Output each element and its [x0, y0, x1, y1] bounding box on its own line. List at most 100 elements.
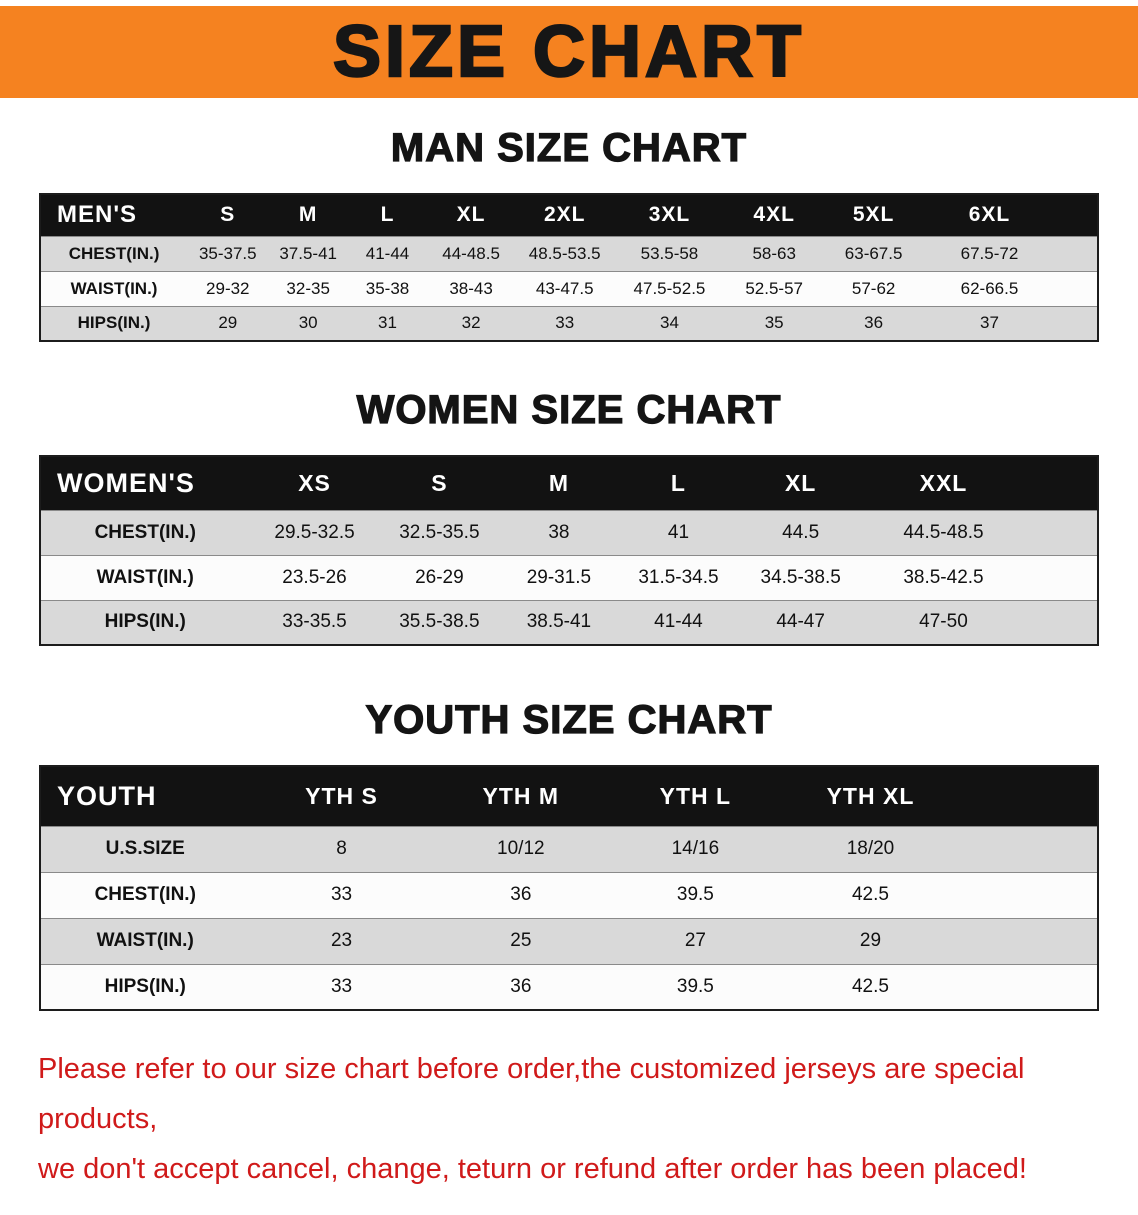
size-column-header: M [499, 456, 619, 510]
measurement-row: HIPS(IN.) 33 36 39.5 42.5 [40, 964, 1098, 1010]
size-value-cell: 41-44 [654, 611, 703, 633]
size-column-header: 2XL [515, 194, 615, 236]
size-value-cell: 29 [218, 313, 238, 333]
size-value-cell: 35.5-38.5 [399, 611, 480, 633]
size-column-header: L [618, 456, 739, 510]
size-value-cell: 47.5-52.5 [633, 278, 706, 298]
size-value-cell: 41 [667, 521, 690, 543]
filler-cell [1024, 555, 1098, 600]
size-value-cell: 32-35 [286, 278, 330, 298]
size-value-cell: 29.5-32.5 [274, 521, 355, 543]
size-value-cell: 42.5 [851, 884, 889, 905]
size-value-cell: 29-32 [206, 278, 250, 298]
size-column-header: YTH M [433, 766, 609, 826]
size-column-header: S [379, 456, 500, 510]
measurement-row: WAIST(IN.) 23.5-26 26-29 29-31.5 31.5-34.5 34… [40, 555, 1098, 600]
size-column-header: XL [427, 194, 515, 236]
size-value-cell: 39.5 [676, 884, 714, 905]
size-value-cell: 48.5-53.5 [528, 243, 601, 263]
women-section-heading: WOMEN SIZE CHART [356, 387, 782, 432]
size-value-cell: 32 [461, 313, 481, 333]
size-value-cell: 52.5-57 [745, 278, 804, 298]
size-column-header: 5XL [823, 194, 924, 236]
size-value-cell: 26-29 [415, 566, 464, 588]
size-value-cell: 33 [555, 313, 575, 333]
size-value-cell: 42.5 [851, 975, 889, 997]
size-column-header: M [268, 194, 348, 236]
men-size-section: MAN SIZE CHART MEN'S S M L XL 2XL 3XL 4XL 5XL 6XL… [0, 125, 1138, 342]
row-label: CHEST(IN.) [94, 884, 196, 905]
size-value-cell: 25 [510, 930, 532, 951]
size-value-cell: 30 [298, 313, 318, 333]
women-size-table: WOMEN'S XS S M L XL XXL CHEST(IN.) 29.5-32.5 32.5… [39, 455, 1099, 646]
size-value-cell: 41-44 [365, 243, 410, 263]
filler-cell [1024, 510, 1098, 555]
measurement-row: WAIST(IN.) 29-32 32-35 35-38 38-43 43-47.5 47.… [40, 271, 1098, 306]
row-label: CHEST(IN.) [68, 243, 160, 263]
size-value-cell: 33 [330, 975, 353, 997]
size-column-header: S [187, 194, 269, 236]
size-value-cell: 33-35.5 [282, 611, 347, 633]
size-value-cell: 44-47 [776, 611, 825, 633]
measurement-row: HIPS(IN.) 29 30 31 32 33 34 35 36 37 [40, 306, 1098, 341]
size-value-cell: 37 [980, 313, 999, 333]
size-value-cell: 27 [684, 930, 706, 951]
size-value-cell: 63-67.5 [844, 243, 903, 263]
size-value-cell: 35 [764, 313, 784, 333]
size-column-header: YTH XL [782, 766, 959, 826]
footer-disclaimer-line-1: Please refer to our size chart before or… [38, 1053, 1025, 1135]
filler-cell [1024, 600, 1098, 645]
row-label: HIPS(IN.) [104, 975, 186, 997]
size-value-cell: 31.5-34.5 [638, 566, 719, 588]
size-value-cell: 14/16 [671, 838, 720, 859]
size-value-cell: 18/20 [846, 838, 895, 859]
header-filler-cell [1055, 194, 1098, 236]
size-column-header: XXL [863, 456, 1024, 510]
size-value-cell: 44.5 [782, 521, 820, 543]
size-value-cell: 23.5-26 [282, 566, 347, 588]
header-filler-cell [958, 766, 1098, 826]
size-value-cell: 36 [510, 884, 532, 905]
table-header-row: YOUTH YTH S YTH M YTH L YTH XL [40, 766, 1098, 826]
size-value-cell: 8 [336, 838, 347, 859]
size-column-header: XS [249, 456, 380, 510]
row-label: HIPS(IN.) [77, 313, 151, 333]
size-value-cell: 39.5 [676, 975, 714, 997]
men-section-heading: MAN SIZE CHART [390, 125, 748, 170]
size-value-cell: 58-63 [752, 243, 796, 263]
row-label: U.S.SIZE [105, 838, 185, 859]
table-corner-label: YOUTH [40, 766, 250, 826]
footer-disclaimer-line-2: we don't accept cancel, change, teturn o… [38, 1152, 1027, 1185]
size-value-cell: 57-62 [851, 278, 896, 298]
measurement-row: CHEST(IN.) 29.5-32.5 32.5-35.5 38 41 44.5 44.5… [40, 510, 1098, 555]
filler-cell [1056, 271, 1098, 306]
header-filler-cell [1023, 456, 1098, 510]
row-label: CHEST(IN.) [94, 521, 196, 543]
filler-cell [958, 872, 1098, 918]
size-value-cell: 36 [864, 313, 884, 333]
row-label: WAIST(IN.) [70, 278, 158, 298]
table-corner-label: MEN'S [40, 194, 188, 236]
size-value-cell: 38.5-41 [526, 611, 592, 633]
size-value-cell: 34 [659, 313, 679, 333]
size-value-cell: 38 [548, 521, 570, 543]
men-size-table: MEN'S S M L XL 2XL 3XL 4XL 5XL 6XL CHEST(IN.) 35-37… [39, 193, 1099, 342]
measurement-row: CHEST(IN.) 35-37.5 37.5-41 41-44 44-48.5 48.5… [40, 236, 1098, 271]
youth-size-table: YOUTH YTH S YTH M YTH L YTH XL U.S.SIZE 8 10/12… [39, 765, 1099, 1011]
size-column-header: XL [738, 456, 864, 510]
size-value-cell: 62-66.5 [960, 278, 1019, 298]
measurement-row: U.S.SIZE 8 10/12 14/16 18/20 [40, 826, 1098, 872]
measurement-row: HIPS(IN.) 33-35.5 35.5-38.5 38.5-41 41-44 44-… [40, 600, 1098, 645]
row-label: HIPS(IN.) [104, 611, 186, 633]
youth-size-section: YOUTH SIZE CHART YOUTH YTH S YTH M YTH L YTH… [0, 697, 1138, 1011]
size-column-header: 4XL [724, 194, 824, 236]
size-value-cell: 32.5-35.5 [399, 521, 480, 543]
size-value-cell: 47-50 [919, 611, 968, 633]
size-value-cell: 43-47.5 [535, 278, 594, 298]
size-column-header: 3XL [614, 194, 725, 236]
size-value-cell: 29 [859, 930, 882, 951]
size-value-cell: 35-38 [365, 278, 410, 298]
filler-cell [958, 826, 1098, 872]
size-value-cell: 31 [378, 313, 397, 333]
